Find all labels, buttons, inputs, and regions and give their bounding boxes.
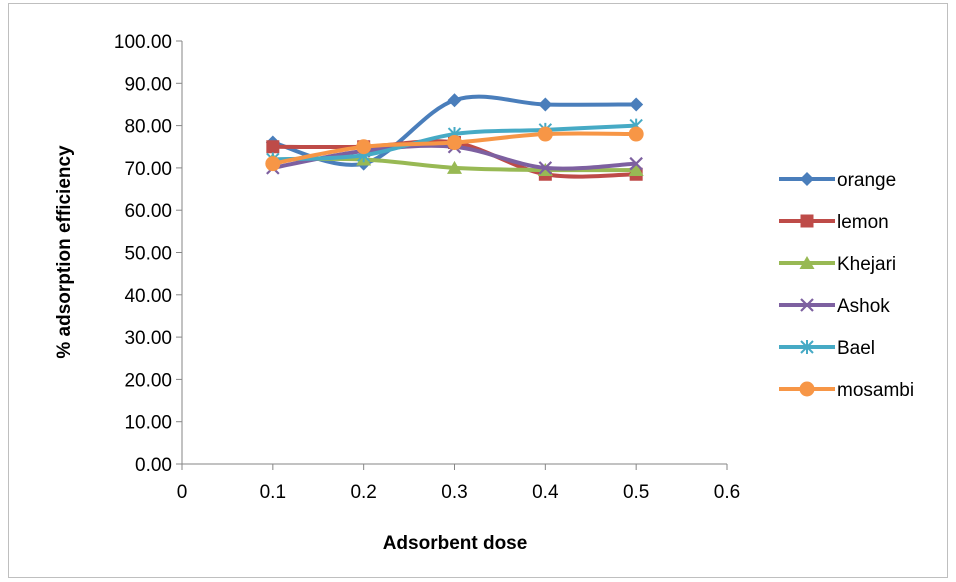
data-point-mosambi xyxy=(537,126,553,142)
y-tick-label: 30.00 xyxy=(124,328,172,349)
y-tick-label: 100.00 xyxy=(114,32,172,53)
data-point-khejari xyxy=(628,163,644,177)
legend-label-mosambi: mosambi xyxy=(837,380,914,401)
x-tick-label: 0 xyxy=(177,482,188,503)
legend-marker-mosambi xyxy=(799,381,815,397)
legend-label-bael: Bael xyxy=(837,338,875,359)
x-tick-label: 0.3 xyxy=(441,482,467,503)
legend-marker-bael xyxy=(800,340,814,354)
series-mosambi xyxy=(265,126,644,172)
x-tick-label: 0.4 xyxy=(532,482,559,503)
x-tick-label: 0.1 xyxy=(260,482,286,503)
y-tick-label: 40.00 xyxy=(124,286,172,307)
legend-marker-ashok xyxy=(800,298,814,312)
legend-marker-lemon xyxy=(800,214,814,228)
legend-item-orange: orange xyxy=(779,170,896,191)
legend-item-khejari: Khejari xyxy=(779,254,896,275)
y-tick-label: 10.00 xyxy=(124,413,172,434)
x-axis-title: Adsorbent dose xyxy=(383,533,528,554)
y-tick-label: 90.00 xyxy=(124,74,172,95)
data-point-khejari xyxy=(447,160,462,174)
chart-frame: 0.00 10.00 20.00 30.00 40.00 50.00 60.00 70.00 8… xyxy=(8,3,948,578)
y-tick-label: 80.00 xyxy=(124,117,172,138)
data-point-mosambi xyxy=(265,156,281,172)
axes: 0.00 10.00 20.00 30.00 40.00 50.00 60.00 70.00 8… xyxy=(114,32,740,503)
legend-item-lemon: lemon xyxy=(779,212,889,233)
legend-item-ashok: Ashok xyxy=(779,296,890,317)
legend-item-bael: Bael xyxy=(779,338,875,359)
x-tick-label: 0.6 xyxy=(714,482,740,503)
legend-marker-khejari xyxy=(799,256,815,269)
legend-label-khejari: Khejari xyxy=(837,254,896,275)
legend: orange lemon Khejari Ashok Bael mosambi xyxy=(779,170,914,401)
data-point-orange xyxy=(538,97,553,112)
y-axis-title: % adsorption efficiency xyxy=(54,145,75,359)
legend-label-ashok: Ashok xyxy=(837,296,890,317)
legend-item-mosambi: mosambi xyxy=(779,380,914,401)
data-point-orange xyxy=(629,97,644,112)
y-tick-label: 20.00 xyxy=(124,370,172,391)
plot-area xyxy=(265,93,644,181)
legend-marker-orange xyxy=(800,172,814,186)
y-tick-label: 70.00 xyxy=(124,159,172,180)
data-point-mosambi xyxy=(628,126,644,142)
x-tick-label: 0.5 xyxy=(623,482,649,503)
line-chart: 0.00 10.00 20.00 30.00 40.00 50.00 60.00 70.00 8… xyxy=(54,32,914,554)
data-point-ashok xyxy=(629,156,643,171)
data-point-lemon xyxy=(266,140,280,154)
y-tick-label: 60.00 xyxy=(124,201,172,222)
data-point-orange xyxy=(447,93,462,108)
data-point-ashok xyxy=(538,161,553,175)
y-tick-label: 50.00 xyxy=(124,244,172,265)
data-point-mosambi xyxy=(356,139,372,155)
legend-label-orange: orange xyxy=(837,170,896,191)
y-tick-label: 0.00 xyxy=(135,455,172,476)
data-point-mosambi xyxy=(447,135,462,151)
legend-label-lemon: lemon xyxy=(837,212,889,233)
x-tick-label: 0.2 xyxy=(350,482,376,503)
